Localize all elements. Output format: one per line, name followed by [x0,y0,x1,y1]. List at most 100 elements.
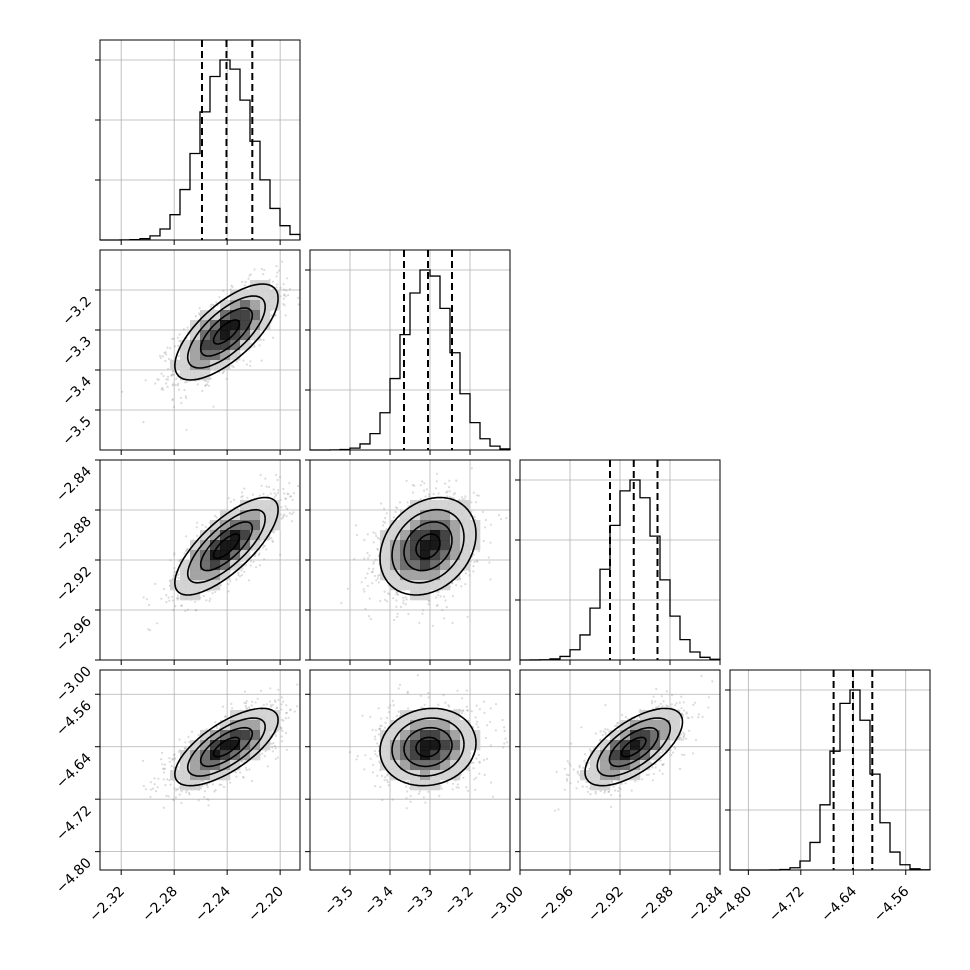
sample-point [231,364,234,367]
sample-point [497,514,500,517]
sample-point [170,765,173,768]
sample-point [244,690,247,693]
sample-point [650,700,654,703]
sample-point [174,571,177,574]
sample-point [291,498,294,501]
contour-line [379,496,477,596]
sample-point [470,710,473,713]
density-cell [270,500,281,511]
density-cell [220,300,231,311]
density-cell [210,360,221,371]
sample-point [211,783,214,786]
sample-point [176,384,180,387]
sample-point [475,501,478,504]
sample-point [204,525,207,529]
sample-point [279,553,282,556]
sample-point [427,692,430,695]
sample-point [258,564,262,567]
sample-point [478,708,481,711]
sample-point [505,517,508,520]
panel-frame [99,39,301,241]
sample-point [183,552,186,555]
sample-point [236,508,239,511]
sample-point [387,784,390,787]
sample-point [263,544,266,548]
sample-point [153,783,156,786]
sample-point [489,720,492,723]
density-cell [220,340,231,351]
density-cell [640,760,651,771]
sample-point [418,790,421,793]
sample-point [286,492,289,495]
density-cell [390,540,401,551]
sample-point [159,356,162,359]
sample-point [171,374,174,377]
sample-point [404,596,407,599]
sample-point [585,785,588,788]
sample-point [374,729,378,732]
density-cell [410,550,421,561]
sample-point [444,701,447,704]
sample-point [489,707,492,710]
panel-frame [99,669,301,871]
sample-point [384,516,387,520]
sample-point [437,594,440,597]
sample-point [366,584,369,588]
sample-point [272,488,275,491]
density-cell [430,710,441,721]
sample-point [494,703,498,706]
sample-point [460,711,464,715]
sample-point [384,598,387,602]
density-cell [440,560,451,571]
sample-point [652,695,655,698]
sample-point [178,339,181,342]
sample-point [162,806,165,809]
density-cell [380,550,391,561]
sample-point [691,716,694,719]
sample-point [206,785,209,789]
sample-point [241,567,244,570]
sample-point [459,709,463,712]
sample-point [456,783,459,786]
sample-point [241,560,244,563]
sample-point [382,520,385,523]
density-cell [250,520,261,531]
density-cell [440,720,451,731]
sample-point [283,293,286,296]
density-cell [260,290,271,301]
contour-line [173,496,279,596]
sample-point [173,753,176,756]
sample-point [577,780,580,783]
sample-point [641,778,644,781]
sample-point [394,506,398,509]
sample-point [618,786,621,789]
sample-point [271,540,274,543]
sample-point [618,794,622,797]
sample-point [272,336,275,339]
sample-point [165,794,168,798]
y-tick-label: −3.2 [59,294,94,329]
sample-point [166,385,169,388]
sample-point [608,790,611,793]
sample-point [612,785,615,788]
sample-point [701,715,704,719]
sample-point [428,495,431,498]
sample-point [245,702,248,705]
histogram-outline [309,269,511,451]
sample-point [694,738,698,742]
sample-point [681,753,684,756]
x-tick-label: −2.32 [86,884,128,926]
density-cell [610,760,621,771]
sample-point [174,383,177,387]
density-cell [180,340,191,351]
sample-point [460,496,464,499]
sample-point [209,305,212,308]
sample-point [176,768,179,771]
sample-point [364,576,367,580]
density-cell [390,530,401,541]
density-cell [210,560,221,571]
sample-point [242,776,245,779]
sample-point [402,602,405,605]
sample-point [475,720,479,723]
sample-point [272,742,275,745]
